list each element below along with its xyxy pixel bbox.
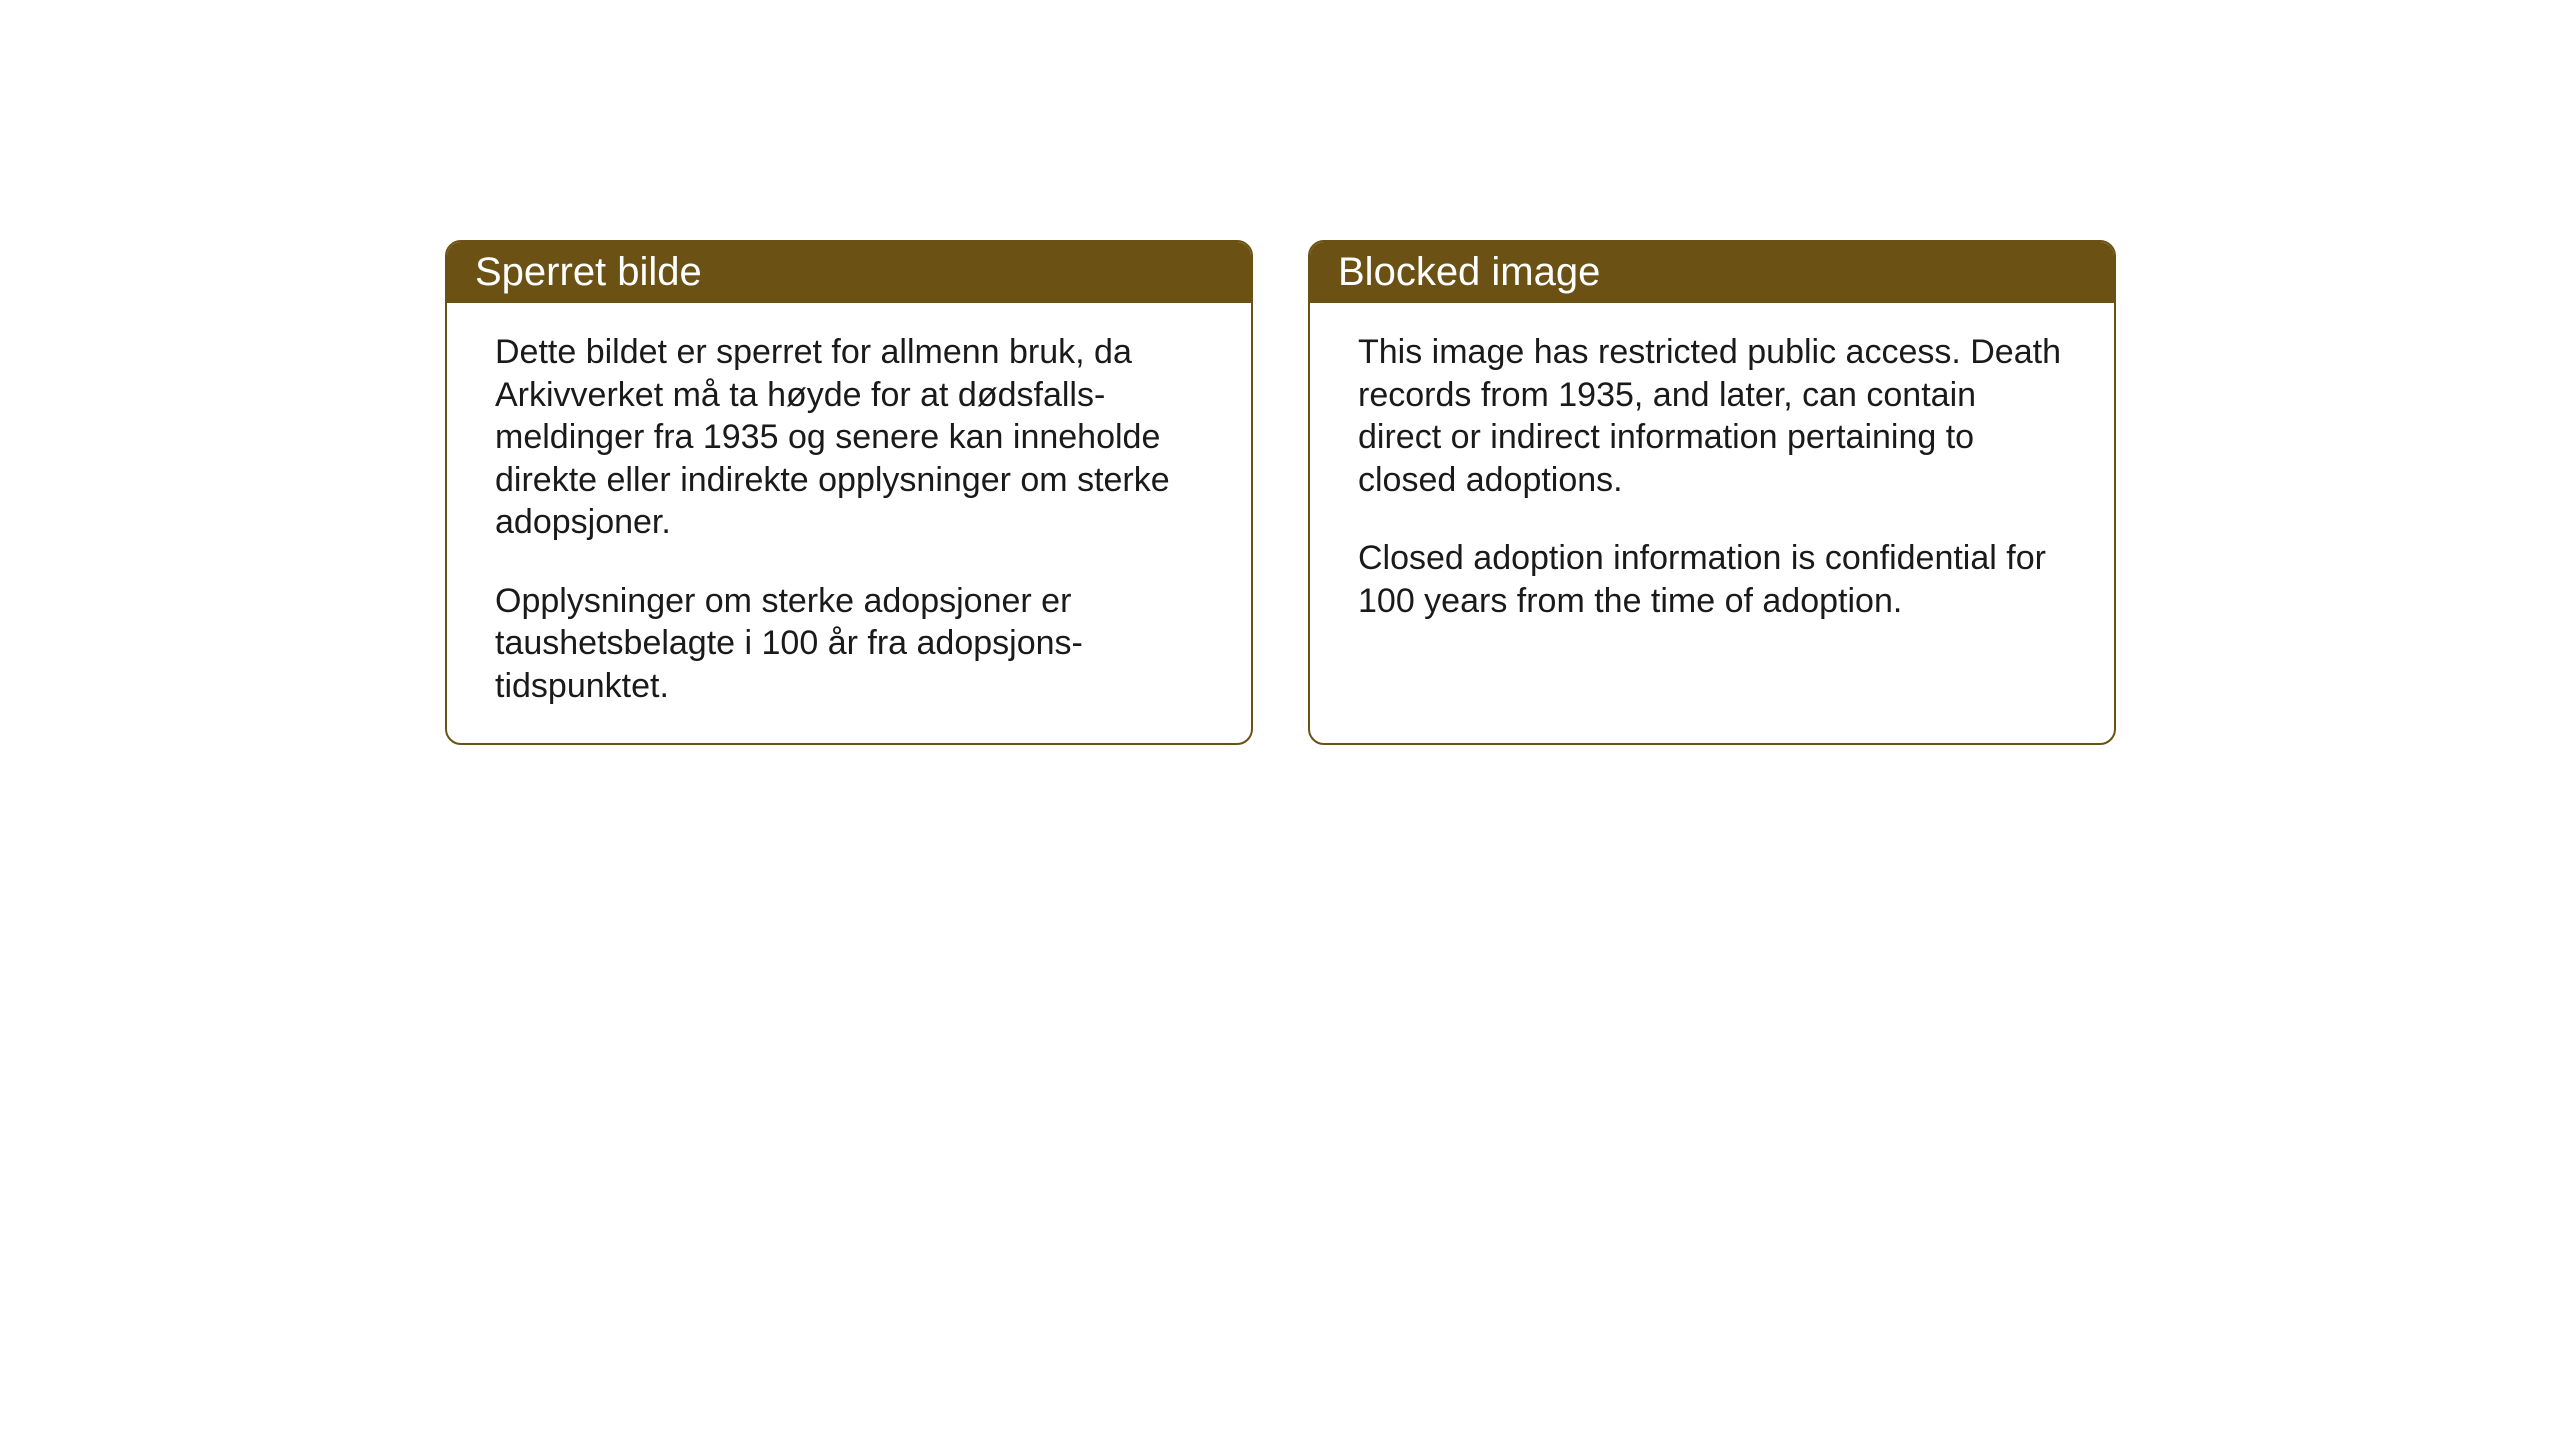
english-paragraph-2: Closed adoption information is confident…: [1358, 537, 2066, 622]
norwegian-paragraph-1: Dette bildet er sperret for allmenn bruk…: [495, 331, 1203, 544]
english-paragraph-1: This image has restricted public access.…: [1358, 331, 2066, 501]
notice-container: Sperret bilde Dette bildet er sperret fo…: [445, 240, 2116, 745]
norwegian-notice-card: Sperret bilde Dette bildet er sperret fo…: [445, 240, 1253, 745]
english-card-title: Blocked image: [1310, 242, 2114, 303]
norwegian-card-body: Dette bildet er sperret for allmenn bruk…: [447, 303, 1251, 743]
english-card-body: This image has restricted public access.…: [1310, 303, 2114, 658]
english-notice-card: Blocked image This image has restricted …: [1308, 240, 2116, 745]
norwegian-paragraph-2: Opplysninger om sterke adopsjoner er tau…: [495, 580, 1203, 708]
norwegian-card-title: Sperret bilde: [447, 242, 1251, 303]
